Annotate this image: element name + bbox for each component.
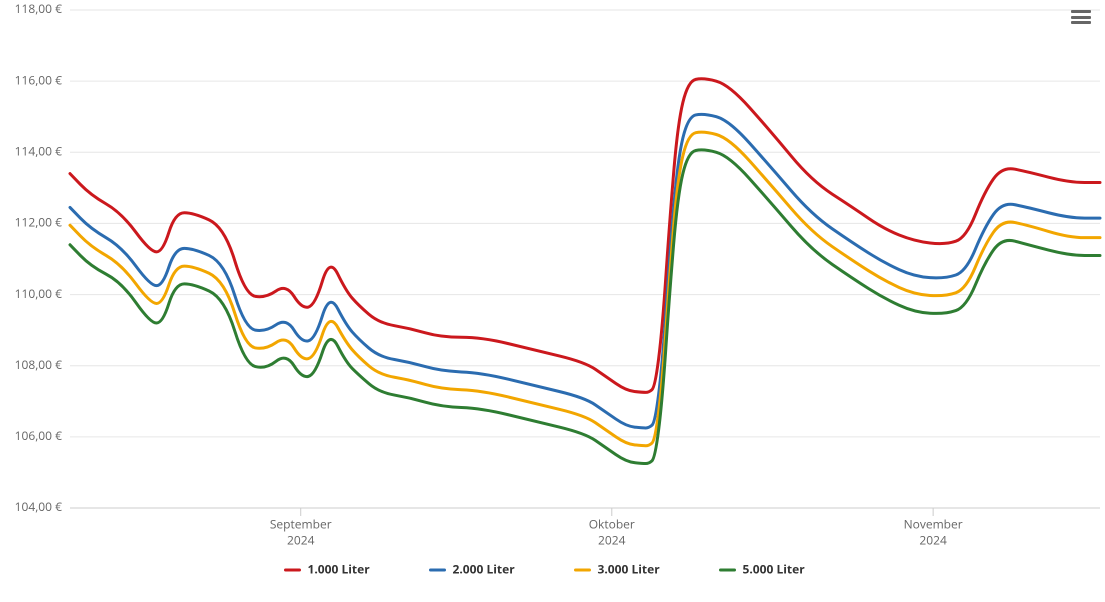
x-tick-sublabel: 2024 bbox=[598, 531, 626, 548]
x-tick-sublabel: 2024 bbox=[919, 531, 947, 548]
y-tick-label: 116,00 € bbox=[15, 71, 63, 88]
y-tick-label: 118,00 € bbox=[15, 0, 63, 17]
y-tick-label: 112,00 € bbox=[15, 214, 63, 231]
legend-label[interactable]: 2.000 Liter bbox=[453, 561, 516, 578]
chart-svg: 104,00 € 106,00 € 108,00 € 110,00 € 112,00 €… bbox=[0, 0, 1105, 602]
series-line bbox=[70, 114, 1100, 428]
x-tick-label: November bbox=[904, 515, 963, 532]
chart-menu-icon[interactable] bbox=[1069, 6, 1093, 28]
x-tick-label: September bbox=[270, 515, 332, 532]
x-tick-sublabel: 2024 bbox=[287, 531, 315, 548]
legend-label[interactable]: 1.000 Liter bbox=[308, 561, 371, 578]
y-tick-label: 110,00 € bbox=[15, 285, 63, 302]
legend-label[interactable]: 3.000 Liter bbox=[598, 561, 661, 578]
y-tick-label: 114,00 € bbox=[15, 142, 63, 159]
y-tick-label: 108,00 € bbox=[15, 356, 63, 373]
x-tick-label: Oktober bbox=[589, 515, 635, 532]
legend-label[interactable]: 5.000 Liter bbox=[743, 561, 806, 578]
price-line-chart: 104,00 € 106,00 € 108,00 € 110,00 € 112,00 €… bbox=[0, 0, 1105, 602]
series-line bbox=[70, 79, 1100, 393]
y-tick-label: 106,00 € bbox=[15, 427, 63, 444]
y-tick-label: 104,00 € bbox=[15, 498, 63, 515]
